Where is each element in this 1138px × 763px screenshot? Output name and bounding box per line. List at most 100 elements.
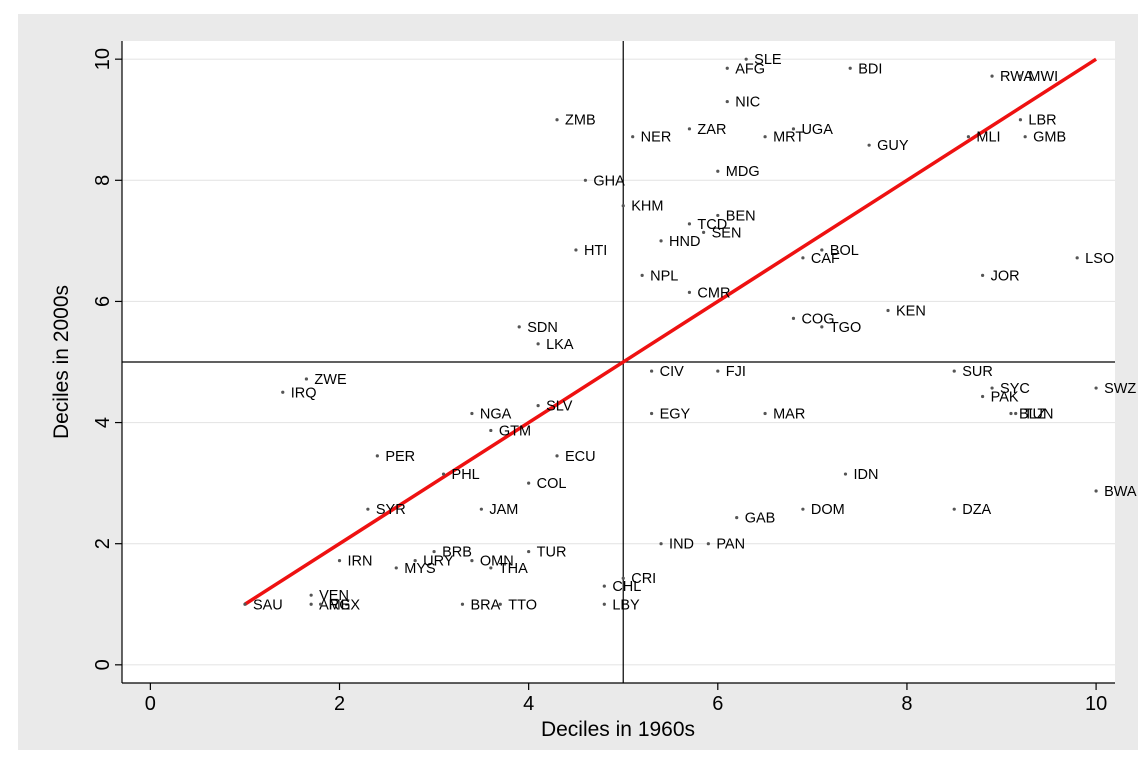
point-zar xyxy=(687,127,692,131)
point-label-fji: FJI xyxy=(726,364,746,380)
x-tick-label-10: 10 xyxy=(1085,693,1107,715)
point-label-pak: PAK xyxy=(991,390,1019,406)
point-ind xyxy=(659,542,663,546)
point-swz xyxy=(1094,386,1098,390)
point-label-zwe: ZWE xyxy=(314,372,347,388)
point-npl xyxy=(640,273,644,277)
point-label-caf: CAF xyxy=(811,251,840,267)
point-col xyxy=(527,481,531,485)
y-tick-label-10: 10 xyxy=(92,48,114,70)
point-label-mdg: MDG xyxy=(726,164,760,180)
point-label-khm: KHM xyxy=(631,199,663,215)
point-label-tto: TTO xyxy=(508,597,537,613)
point-label-irn: IRN xyxy=(348,554,373,570)
point-tgo xyxy=(820,325,824,329)
point-label-col: COL xyxy=(537,476,567,492)
grid-lines xyxy=(122,58,1115,666)
point-mar xyxy=(763,411,767,416)
point-irn xyxy=(337,559,342,563)
point-uga xyxy=(791,127,796,131)
point-mdg xyxy=(716,169,720,173)
point-label-cog: COG xyxy=(801,311,834,327)
point-label-egy: EGY xyxy=(660,406,691,422)
point-label-cmr: CMR xyxy=(697,285,730,301)
point-chl xyxy=(602,584,606,588)
point-jam xyxy=(479,507,483,511)
point-label-tgo: TGO xyxy=(830,320,861,336)
point-label-ner: NER xyxy=(641,130,672,146)
point-label-rwa: RWA xyxy=(1000,69,1033,85)
point-label-jor: JOR xyxy=(991,268,1020,284)
point-idn xyxy=(843,472,848,476)
point-guy xyxy=(867,143,871,147)
point-lby xyxy=(602,602,606,606)
point-label-ken: KEN xyxy=(896,304,926,320)
point-nga xyxy=(470,411,474,416)
point-dom xyxy=(801,507,805,511)
point-label-sau: SAU xyxy=(253,597,283,613)
point-label-tun: TUN xyxy=(1024,406,1054,422)
point-label-mrt: MRT xyxy=(773,130,804,146)
point-khm xyxy=(621,204,625,208)
point-label-tur: TUR xyxy=(537,545,567,561)
point-tto xyxy=(498,602,502,606)
point-label-bra: BRA xyxy=(470,597,500,613)
point-label-cri: CRI xyxy=(631,571,656,587)
point-ben xyxy=(716,213,720,218)
point-label-gab: GAB xyxy=(745,511,776,527)
point-label-zmb: ZMB xyxy=(565,113,596,129)
point-label-per: PER xyxy=(385,449,415,465)
point-fji xyxy=(716,369,720,373)
point-label-lbr: LBR xyxy=(1028,113,1056,129)
point-label-sle: SLE xyxy=(754,52,782,68)
x-axis-title: Deciles in 1960s xyxy=(541,718,695,741)
fit-line-group xyxy=(243,57,1098,606)
point-label-idn: IDN xyxy=(853,467,878,483)
point-label-chl: CHL xyxy=(612,579,641,595)
x-tick-label-4: 4 xyxy=(523,693,534,715)
point-label-gtm: GTM xyxy=(499,423,531,439)
point-bol xyxy=(820,248,824,252)
point-omn xyxy=(470,559,474,563)
point-label-bol: BOL xyxy=(830,243,859,259)
point-pan xyxy=(706,542,710,546)
point-label-sur: SUR xyxy=(962,364,993,380)
point-bwa xyxy=(1094,489,1098,493)
point-mli xyxy=(966,135,971,139)
y-tick-label-0: 0 xyxy=(92,659,114,670)
point-zmb xyxy=(555,118,559,122)
y-tick-label-8: 8 xyxy=(92,175,114,186)
point-label-npl: NPL xyxy=(650,268,678,284)
point-label-dom: DOM xyxy=(811,502,845,518)
point-ecu xyxy=(555,454,559,458)
point-gtm xyxy=(489,428,493,433)
y-tick-label-4: 4 xyxy=(92,417,114,428)
y-tick-label-2: 2 xyxy=(92,538,114,549)
point-rwa xyxy=(990,74,994,78)
axes: 0 2 4 6 8 10 0 2 4 6 8 10 xyxy=(92,41,1115,715)
point-ken xyxy=(886,308,890,313)
point-lso xyxy=(1075,256,1079,260)
point-mwi xyxy=(1018,74,1023,78)
point-label-mwi: MWI xyxy=(1028,69,1058,85)
point-label-guy: GUY xyxy=(877,138,909,154)
point-label-ind: IND xyxy=(669,537,694,553)
x-tick-label-8: 8 xyxy=(901,693,912,715)
point-ner xyxy=(631,135,635,139)
point-bra xyxy=(460,602,465,606)
point-zwe xyxy=(304,377,309,381)
point-per xyxy=(375,454,379,458)
point-label-omn: OMN xyxy=(480,554,514,570)
point-lbr xyxy=(1018,118,1023,122)
point-label-phl: PHL xyxy=(452,467,480,483)
fit-line xyxy=(243,57,1098,606)
point-label-mar: MAR xyxy=(773,406,805,422)
point-label-syr: SYR xyxy=(376,502,406,518)
point-sau xyxy=(243,602,247,606)
point-arg xyxy=(309,602,313,606)
point-label-mli: MLI xyxy=(976,130,1000,146)
point-gab xyxy=(735,516,739,520)
point-cog xyxy=(791,316,796,320)
point-label-bwa: BWA xyxy=(1104,484,1137,500)
